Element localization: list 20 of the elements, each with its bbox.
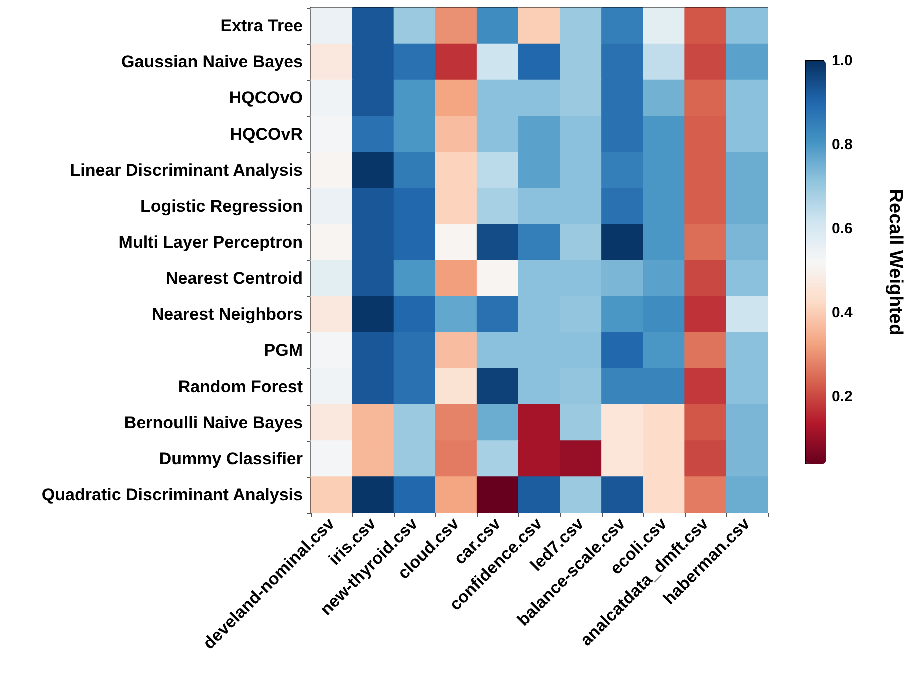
color-bar-label: 0.4 [832,304,854,322]
y-tick-label: Linear Discriminant Analysis [70,160,303,180]
color-bar-title: Recall Weighted [885,189,906,336]
y-tick-label: Multi Layer Perceptron [118,232,303,252]
y-tick-label: HQCOvR [230,124,303,144]
color-bar-label: 0.2 [832,388,853,406]
y-tick-label: HQCOvO [229,88,303,108]
y-tick-label: Extra Tree [220,16,303,36]
y-tick-label: Bernoulli Naive Bayes [124,413,303,432]
y-tick-label: Dummy Classifier [159,449,304,468]
y-tick-label: Logistic Regression [140,196,303,216]
color-bar-label: 0.6 [832,220,853,238]
y-tick-label: Quadratic Discriminant Analysis [42,485,303,504]
color-bar-label: 1.0 [832,52,853,70]
y-tick-label: Random Forest [178,377,304,396]
y-tick-label: PGM [264,341,303,360]
color-bar-label: 0.8 [832,136,853,154]
y-tick-label: Nearest Neighbors [152,305,303,324]
y-tick-label: Gaussian Naive Bayes [122,52,303,72]
y-tick-label: Nearest Centroid [166,269,303,288]
